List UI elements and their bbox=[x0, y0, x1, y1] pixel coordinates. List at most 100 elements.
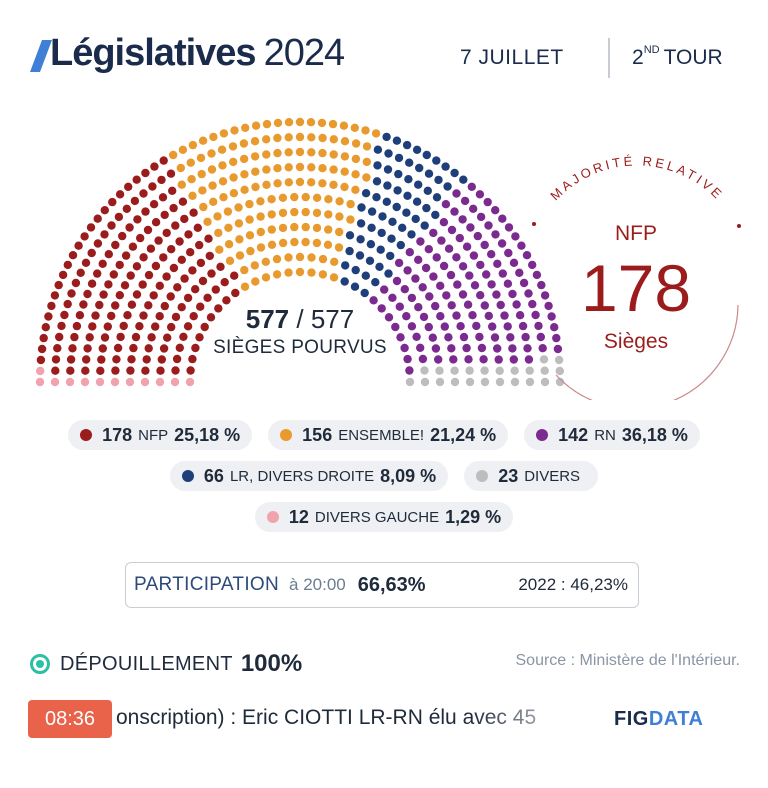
seat-dot bbox=[361, 189, 371, 198]
seat-dot bbox=[329, 150, 338, 159]
seat-dot bbox=[496, 300, 505, 310]
seat-dot bbox=[278, 223, 288, 233]
seat-dot bbox=[555, 366, 564, 376]
seat-dot bbox=[515, 311, 525, 320]
majority-unit: Sièges bbox=[603, 330, 669, 353]
seat-dot bbox=[464, 355, 473, 364]
seat-dot bbox=[172, 354, 182, 364]
election-date: 7 JUILLET bbox=[460, 46, 564, 69]
seat-dot bbox=[480, 377, 490, 387]
participation-time: à 20:00 bbox=[289, 575, 346, 594]
seat-dot bbox=[346, 199, 355, 209]
seat-dot bbox=[273, 133, 282, 143]
seat-dot bbox=[278, 238, 288, 248]
legend-name: DIVERS bbox=[524, 467, 581, 485]
legend-item-lr: 66 LR, DIVERS DROITE 8,09 % bbox=[169, 461, 449, 491]
seat-dot bbox=[369, 296, 378, 305]
seat-dot bbox=[219, 193, 228, 202]
seat-dot bbox=[231, 288, 240, 298]
seat-dot bbox=[107, 221, 116, 230]
seat-dot bbox=[224, 240, 234, 249]
seat-dot bbox=[312, 208, 322, 218]
seat-dot bbox=[251, 121, 261, 130]
arc-end-dot bbox=[737, 224, 741, 228]
seat-dot bbox=[51, 366, 60, 375]
hemicycle-chart bbox=[35, 117, 565, 387]
seat-dot bbox=[523, 344, 532, 353]
seat-dot bbox=[163, 333, 172, 342]
seat-dot bbox=[518, 321, 528, 331]
figdata-fig: FIG bbox=[614, 708, 649, 730]
seat-dot bbox=[116, 332, 125, 342]
seat-dot bbox=[295, 132, 305, 142]
seat-dot bbox=[66, 366, 75, 375]
seat-dot bbox=[540, 377, 550, 387]
seat-dot bbox=[453, 280, 462, 289]
seat-dot bbox=[146, 244, 156, 253]
seat-dot bbox=[355, 251, 365, 260]
seat-dot bbox=[111, 301, 120, 310]
seat-dot bbox=[318, 179, 327, 188]
seat-dot bbox=[415, 163, 424, 173]
seat-dot bbox=[83, 289, 92, 299]
seat-dot bbox=[158, 193, 168, 202]
seat-dot bbox=[125, 377, 135, 387]
seat-dot bbox=[351, 154, 361, 164]
seat-dot bbox=[301, 222, 310, 232]
seat-dot bbox=[267, 225, 276, 234]
seat-dot bbox=[82, 355, 91, 364]
seat-dot bbox=[306, 118, 316, 127]
legend-item-divers-gauche: 12 DIVERS GAUCHE 1,29 % bbox=[254, 502, 514, 532]
seat-dot bbox=[307, 163, 316, 172]
seat-dot bbox=[198, 276, 208, 286]
legend-pct: 36,18 % bbox=[621, 424, 688, 445]
seat-dot bbox=[524, 289, 533, 298]
seat-dot bbox=[465, 271, 474, 280]
seat-dot bbox=[173, 283, 182, 292]
seat-dot bbox=[383, 181, 392, 190]
seat-dot bbox=[140, 377, 150, 387]
seat-dot bbox=[256, 197, 265, 206]
seat-dot bbox=[372, 177, 382, 186]
seat-dot bbox=[251, 167, 260, 176]
seat-dot bbox=[528, 299, 537, 309]
seat-dot bbox=[91, 311, 100, 320]
seat-dot bbox=[402, 208, 411, 217]
seat-dot bbox=[223, 207, 233, 216]
seat-dot bbox=[340, 152, 350, 161]
source-note: Source : Ministère de l'Intérieur. bbox=[515, 652, 741, 669]
seat-dot bbox=[147, 333, 156, 342]
seat-dot bbox=[262, 165, 271, 174]
seat-dot bbox=[446, 270, 456, 280]
seat-dot bbox=[139, 311, 148, 320]
seat-dot bbox=[85, 333, 94, 342]
record-icon bbox=[30, 654, 50, 674]
seat-dot bbox=[459, 332, 469, 342]
seat-dot bbox=[452, 253, 461, 262]
seat-dot bbox=[414, 180, 423, 189]
tour-suffix: ND bbox=[643, 44, 660, 56]
seat-dot bbox=[402, 312, 411, 321]
seat-dot bbox=[301, 237, 310, 247]
seat-dot bbox=[183, 293, 193, 303]
legend-item-ensemble: 156 ENSEMBLE! 21,24 % bbox=[268, 420, 509, 450]
seat-dot bbox=[196, 153, 206, 163]
seat-dot bbox=[119, 321, 128, 331]
seat-dot bbox=[204, 234, 213, 243]
seat-dot bbox=[159, 253, 168, 262]
seat-dot bbox=[93, 269, 102, 278]
participation-value: 66,63% bbox=[357, 573, 426, 596]
seat-dot bbox=[111, 366, 120, 375]
seat-dot bbox=[171, 312, 181, 322]
seat-dot bbox=[171, 221, 180, 230]
seat-dot bbox=[180, 214, 189, 224]
seat-dot bbox=[495, 366, 504, 375]
seat-dot bbox=[209, 197, 218, 206]
seat-dot bbox=[186, 366, 195, 375]
seat-dot bbox=[284, 253, 293, 262]
seat-dot bbox=[99, 290, 108, 299]
seat-dot bbox=[491, 206, 500, 215]
seat-dot bbox=[177, 255, 186, 264]
seat-dot bbox=[121, 251, 131, 260]
seat-dot bbox=[458, 290, 468, 299]
